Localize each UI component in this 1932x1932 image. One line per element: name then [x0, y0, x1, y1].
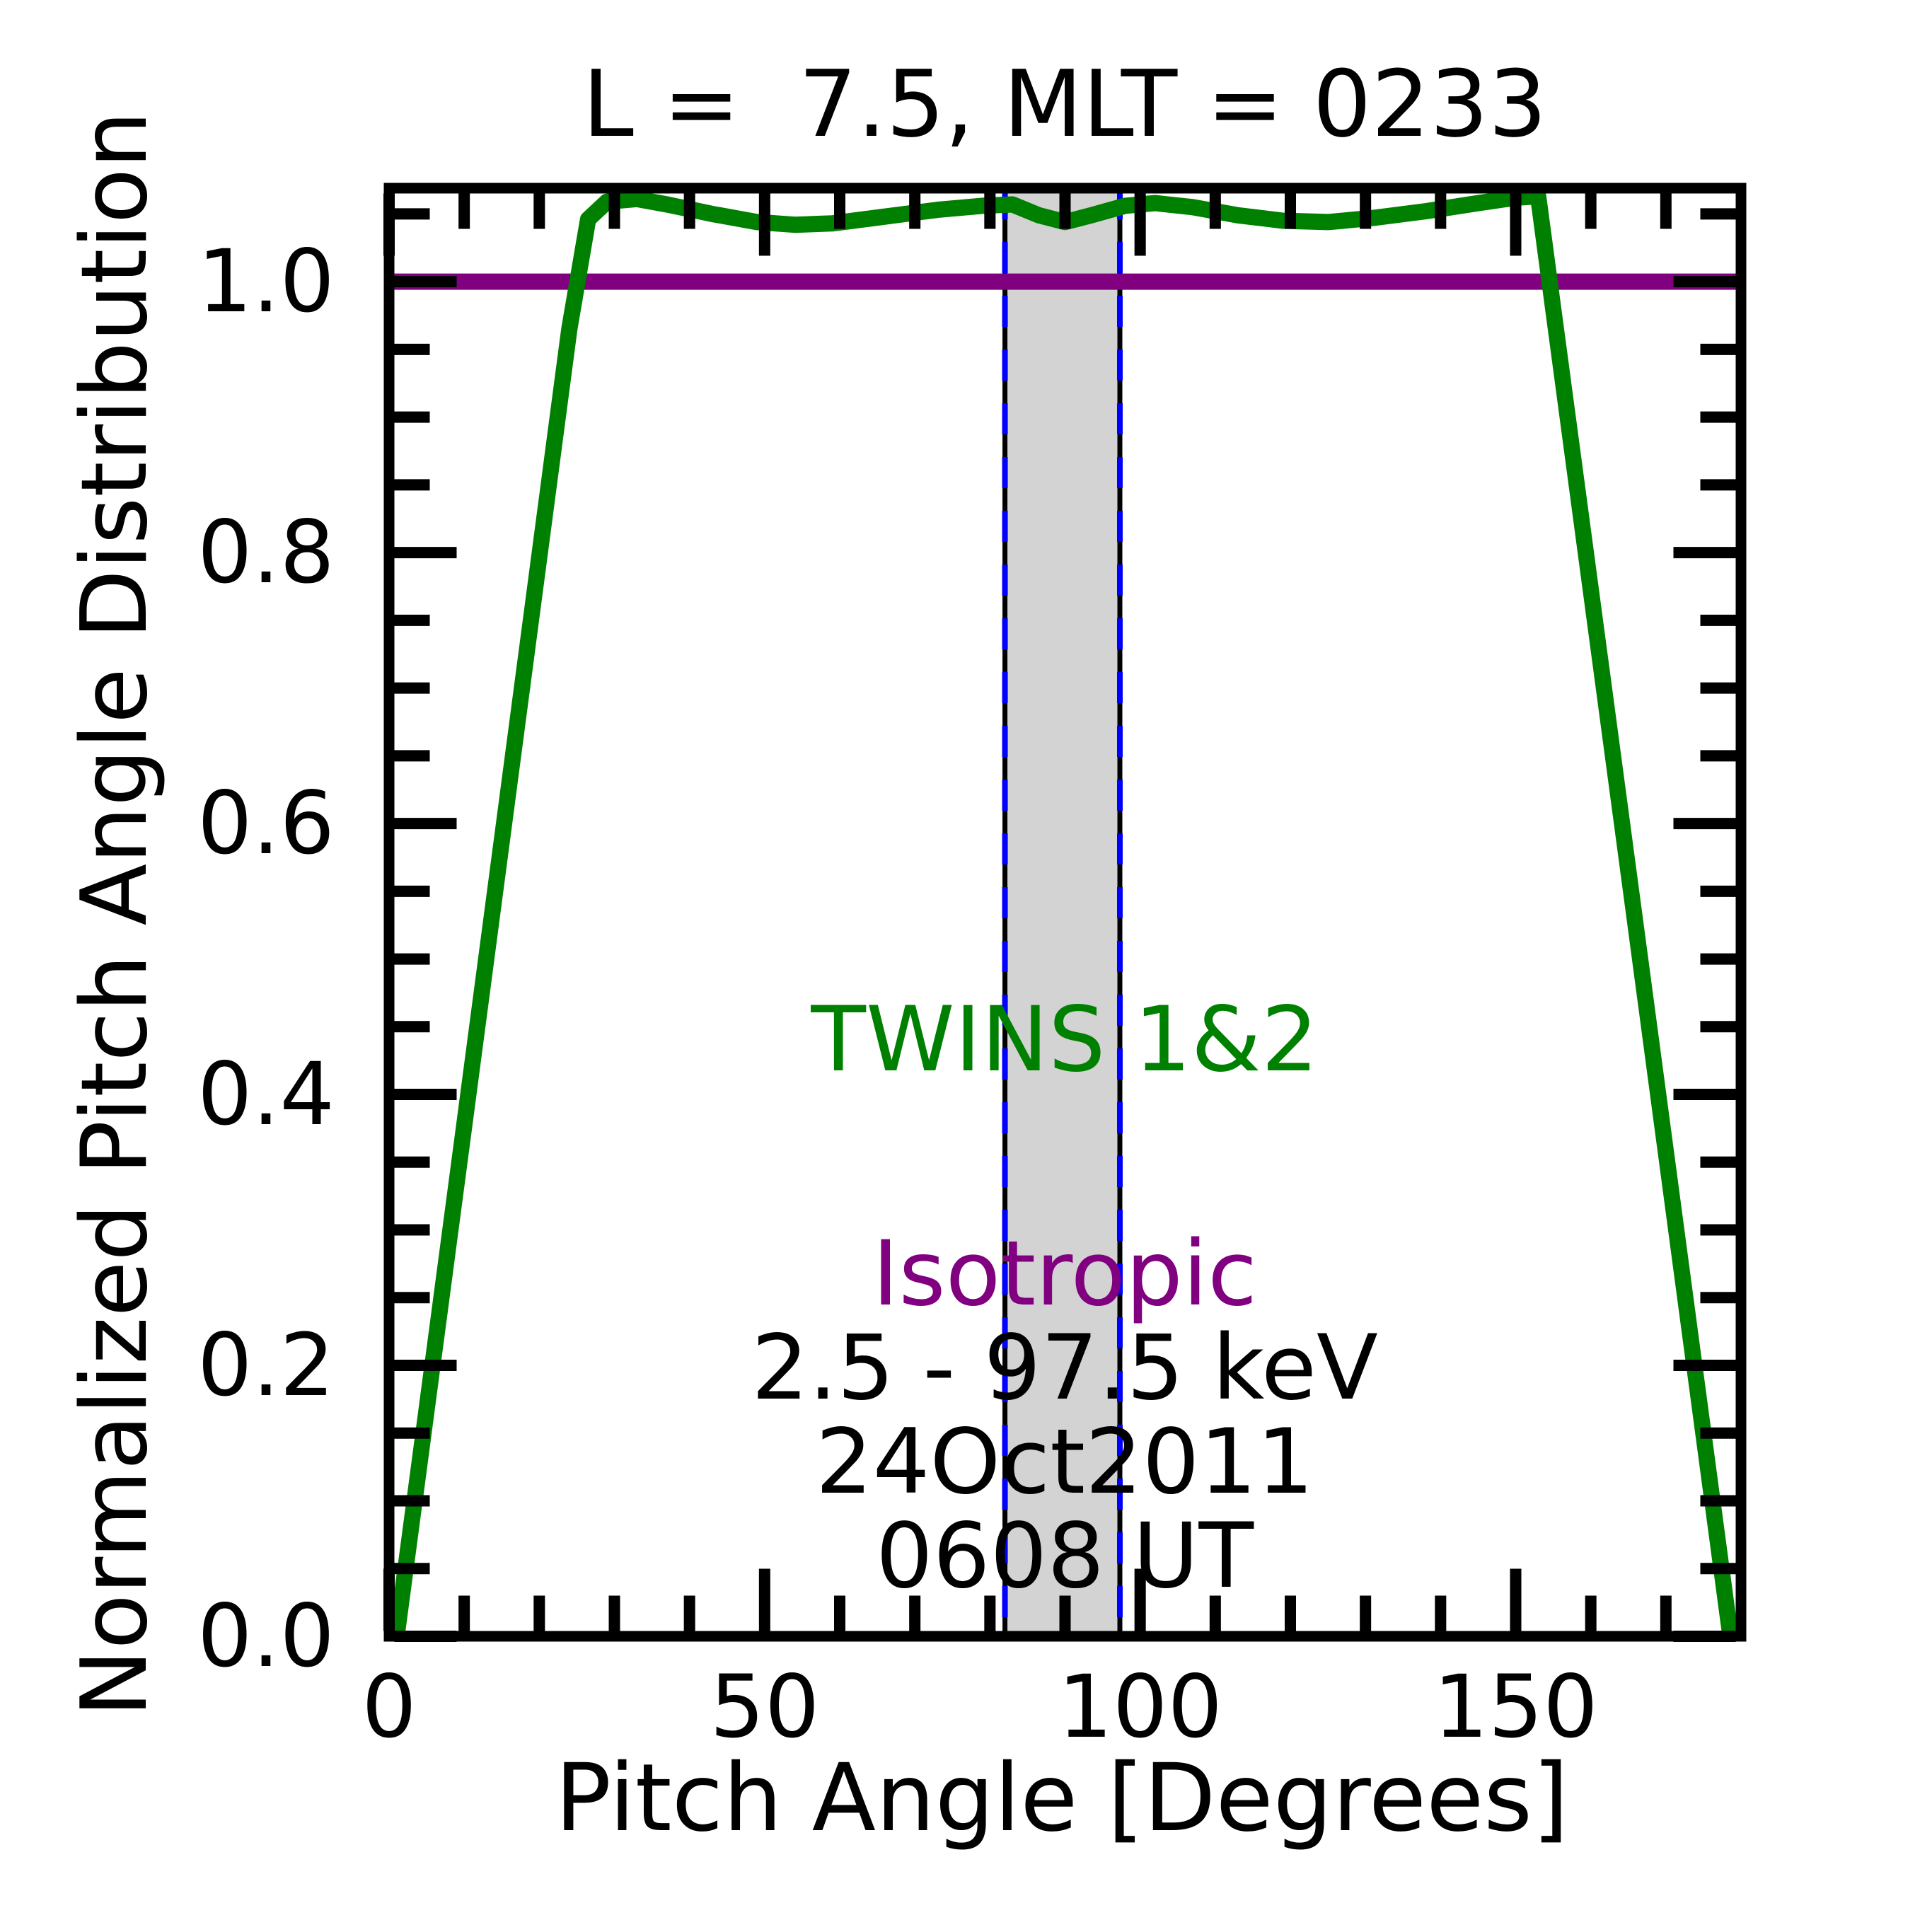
plot-title: L = 7.5, MLT = 0233	[582, 50, 1547, 158]
annotation-series-twins: TWINS 1&2	[811, 987, 1319, 1092]
x-tick-label-100: 100	[1058, 1657, 1223, 1757]
y-tick-label-0.6: 0.6	[197, 773, 335, 874]
plot-spines	[383, 183, 1747, 1642]
y-tick-label-0.4: 0.4	[197, 1044, 335, 1145]
y-tick-label-0.2: 0.2	[197, 1315, 335, 1416]
y-tick-label-0.0: 0.0	[197, 1586, 335, 1687]
y-tick-label-0.8: 0.8	[197, 502, 335, 603]
x-tick-label-0: 0	[361, 1657, 417, 1757]
x-tick-label-50: 50	[710, 1657, 820, 1757]
y-axis-label: Normalized Pitch Angle Distribution	[62, 110, 168, 1718]
x-tick-label-150: 150	[1433, 1657, 1598, 1757]
annotation-date: 24Oct2011	[815, 1409, 1314, 1514]
annotation-time: 0608 UT	[875, 1503, 1254, 1608]
x-axis-label: Pitch Angle [Degrees]	[555, 1744, 1569, 1853]
series-curve-twins	[388, 188, 1739, 1638]
y-tick-label-1.0: 1.0	[197, 231, 335, 332]
shaded-band	[1005, 193, 1121, 1631]
annotation-energy-range: 2.5 - 97.5 keV	[751, 1315, 1378, 1420]
annotation-series-isotropic: Isotropic	[872, 1221, 1257, 1326]
